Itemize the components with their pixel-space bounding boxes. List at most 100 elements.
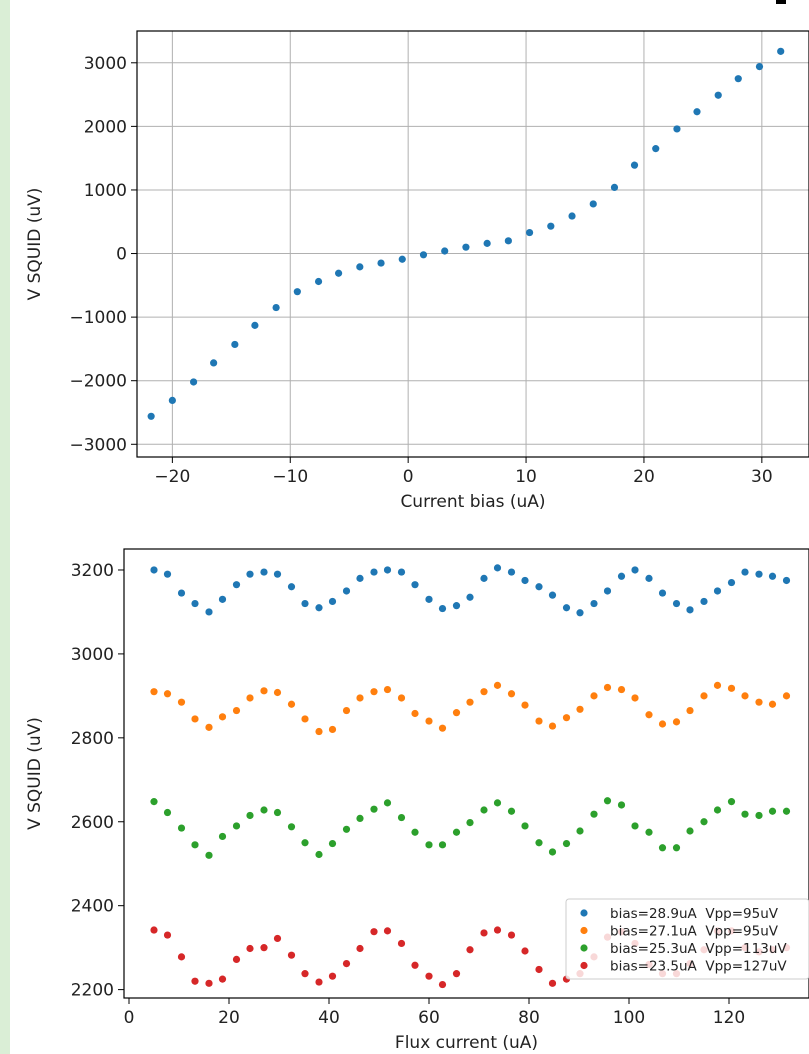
data-point <box>548 848 557 856</box>
data-point <box>507 807 516 815</box>
data-point <box>548 591 557 599</box>
data-point <box>562 839 571 848</box>
x-tick-label: 100 <box>613 1008 645 1028</box>
data-point <box>377 259 385 267</box>
data-point <box>480 929 488 937</box>
data-point <box>397 813 406 822</box>
data-point <box>191 977 199 985</box>
data-point <box>342 825 351 833</box>
data-point <box>700 692 708 700</box>
data-point <box>734 75 742 83</box>
data-point <box>652 145 660 153</box>
data-point <box>205 608 213 616</box>
data-point <box>328 972 337 980</box>
x-tick-label: −20 <box>154 467 190 487</box>
x-tick-label: 120 <box>713 1008 745 1028</box>
data-point <box>493 799 502 807</box>
data-point <box>328 597 337 606</box>
data-point <box>700 818 708 826</box>
data-point <box>438 604 447 613</box>
data-point <box>452 709 461 717</box>
data-point <box>576 705 584 713</box>
data-point <box>314 277 323 286</box>
data-point <box>246 694 254 702</box>
data-point <box>658 844 667 852</box>
data-point <box>438 841 447 849</box>
data-point <box>232 822 241 830</box>
data-point <box>576 609 584 617</box>
x-tick-label: 40 <box>318 1008 340 1028</box>
data-point <box>672 718 681 726</box>
data-point <box>210 359 218 367</box>
data-point <box>411 709 419 718</box>
data-point <box>672 599 681 608</box>
y-tick-label: 3000 <box>71 645 114 665</box>
data-point <box>535 717 543 725</box>
data-point <box>466 946 474 954</box>
legend-entry: bias=25.3uA Vpp=113uV <box>610 941 787 957</box>
data-point <box>438 980 447 989</box>
data-point <box>568 212 576 220</box>
y-tick-label: 3000 <box>84 54 127 74</box>
data-point <box>260 568 268 576</box>
data-point <box>521 947 529 955</box>
data-point <box>562 604 571 612</box>
data-point <box>191 715 199 723</box>
data-point <box>273 934 282 943</box>
data-point <box>462 243 470 251</box>
data-point <box>231 340 239 349</box>
data-point <box>782 807 791 815</box>
y-tick-label: 2400 <box>71 897 114 917</box>
data-point <box>246 570 254 578</box>
data-point <box>535 839 543 847</box>
data-point <box>342 706 351 715</box>
data-point <box>246 811 254 820</box>
data-point <box>713 587 722 595</box>
data-point <box>251 321 259 329</box>
data-point <box>260 806 268 814</box>
data-point <box>466 593 474 601</box>
x-tick-label: 30 <box>751 467 773 487</box>
data-point <box>218 713 227 721</box>
data-point <box>521 822 529 830</box>
data-point <box>370 568 378 576</box>
data-point <box>727 798 736 806</box>
y-tick-label: 2000 <box>84 117 127 137</box>
figure-top-band <box>10 0 809 18</box>
data-point <box>205 851 213 859</box>
data-point <box>147 412 155 420</box>
data-point <box>397 939 406 948</box>
data-point <box>452 828 461 836</box>
data-point <box>342 587 351 595</box>
data-point <box>189 378 198 386</box>
legend-entry: bias=23.5uA Vpp=127uV <box>610 959 787 975</box>
data-point <box>631 822 639 830</box>
data-point <box>218 975 227 983</box>
y-axis-label: V SQUID (uV) <box>25 188 45 301</box>
data-point <box>273 688 282 697</box>
data-point <box>507 690 516 698</box>
y-tick-label: 1000 <box>84 181 127 201</box>
data-point <box>232 706 241 715</box>
y-tick-label: 2800 <box>71 729 114 749</box>
data-point <box>525 228 534 237</box>
data-point <box>273 808 282 817</box>
data-point <box>480 806 488 814</box>
iv-curve-chart: −20 −10 0 10 20 30 −3000 −2000 −1000 0 1000 2000 300… <box>25 30 809 512</box>
y-tick-label: 3200 <box>71 561 114 581</box>
data-point <box>315 850 323 859</box>
data-point <box>645 711 653 719</box>
data-point <box>493 926 502 934</box>
data-point <box>150 926 158 934</box>
data-point <box>686 606 694 614</box>
data-point <box>452 602 461 610</box>
data-point <box>535 583 543 591</box>
data-point <box>246 944 254 953</box>
legend-marker <box>580 944 588 952</box>
data-point <box>260 687 268 695</box>
legend-box <box>565 898 809 980</box>
data-point <box>260 944 268 952</box>
axes-frame <box>123 548 809 999</box>
legend-marker <box>580 926 588 935</box>
data-point <box>741 568 749 576</box>
